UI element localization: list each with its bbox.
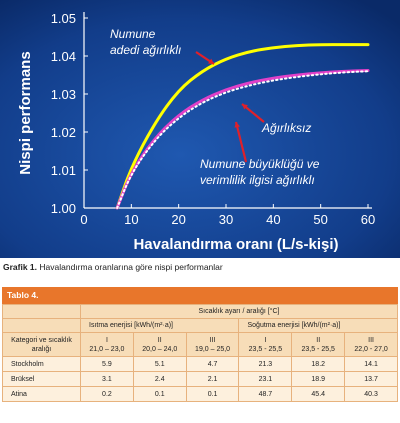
- chart-panel: 0 10 20 30 40 50 60 1.00 1.01 1.02 1.03 1.04 1.05 Hav…: [0, 0, 400, 258]
- table-cell: 48.7: [238, 386, 293, 402]
- x-tick-label: 40: [266, 212, 280, 227]
- category-range: 20,0 – 24,0: [142, 345, 178, 353]
- table-cell: 13.7: [344, 371, 398, 387]
- figure-caption: Grafik 1. Havalandırma oranlarına göre n…: [3, 262, 397, 272]
- header-category-range: II 20,0 – 24,0: [132, 332, 187, 357]
- category-roman: II: [157, 336, 162, 344]
- table-grid: Sıcaklık ayarı / aralığı [°C] Isıtma ene…: [2, 304, 398, 402]
- series-line-3: [116, 70, 369, 209]
- category-roman: I: [264, 336, 267, 344]
- y-tick-label: 1.00: [51, 201, 76, 216]
- header-category: Kategori ve sıcaklık aralığı: [2, 332, 81, 357]
- caption-text: Havalandırma oranlarına göre nispi perfo…: [39, 262, 223, 272]
- annotation-label: Ağırlıksız: [261, 121, 311, 135]
- table-row: Atina 0.2 0.1 0.1 48.7 45.4 40.3: [2, 386, 398, 402]
- y-axis-label: Nispi performans: [17, 51, 34, 174]
- table-cell: 23.1: [238, 371, 293, 387]
- table-row: Brüksel 3.1 2.4 2.1 23.1 18.9 13.7: [2, 371, 398, 387]
- x-tick-label: 10: [124, 212, 138, 227]
- table-row: Stockholm 5.9 5.1 4.7 21.3 18.2 14.1: [2, 356, 398, 372]
- table-header-row: Isıtma enerjisi [kWh/(m²·a)] Soğutma ene…: [2, 318, 398, 333]
- category-range: 19,0 – 25,0: [195, 345, 231, 353]
- table-cell: 0.1: [132, 386, 187, 402]
- table-header-row: Kategori ve sıcaklık aralığı I 21,0 – 23,…: [2, 332, 398, 357]
- header-empty: [2, 318, 81, 333]
- category-range: 21,0 – 23,0: [89, 345, 125, 353]
- x-tick-label: 20: [171, 212, 185, 227]
- pointer-arrowhead: [208, 58, 214, 64]
- header-cooling: Soğutma enerjisi [kWh/(m²·a)]: [238, 318, 398, 333]
- row-city: Atina: [2, 386, 81, 402]
- chart: 0 10 20 30 40 50 60 1.00 1.01 1.02 1.03 1.04 1.05 Hav…: [0, 0, 400, 258]
- y-tick-label: 1.05: [51, 11, 76, 26]
- table-cell: 18.9: [291, 371, 346, 387]
- category-roman: III: [209, 336, 216, 344]
- annotation-label: adedi ağırlıklı: [110, 43, 181, 57]
- header-category-range: III 19,0 – 25,0: [185, 332, 240, 357]
- table-cell: 5.1: [132, 356, 187, 372]
- x-axis-label: Havalandırma oranı (L/s-kişi): [133, 236, 338, 253]
- category-roman: II: [316, 336, 321, 344]
- annotation-label: Numune: [110, 27, 156, 41]
- pointer-arrowhead: [242, 104, 248, 110]
- header-temp: Sıcaklık ayarı / aralığı [°C]: [80, 304, 398, 319]
- table-cell: 2.4: [132, 371, 187, 387]
- table-cell: 45.4: [291, 386, 346, 402]
- x-tick-label: 30: [219, 212, 233, 227]
- x-tick-label: 0: [80, 212, 87, 227]
- table-cell: 0.1: [185, 386, 240, 402]
- table-cell: 18.2: [291, 356, 346, 372]
- chart-background: [0, 0, 400, 258]
- header-category-range: I 23,5 - 25,5: [238, 332, 293, 357]
- caption-label: Grafik 1.: [3, 262, 38, 272]
- table-cell: 0.2: [80, 386, 134, 402]
- pointer-arrow: [234, 121, 248, 163]
- y-tick-label: 1.01: [51, 163, 76, 178]
- row-city: Brüksel: [2, 371, 81, 387]
- category-range: 23,5 - 25,5: [301, 345, 335, 353]
- annotation-label: Numune büyüklüğü ve: [200, 157, 320, 171]
- header-category-range: I 21,0 – 23,0: [80, 332, 134, 357]
- header-heating: Isıtma enerjisi [kWh/(m²·a)]: [79, 318, 240, 333]
- row-city: Stockholm: [2, 356, 81, 372]
- table-cell: 40.3: [344, 386, 398, 402]
- table-cell: 14.1: [344, 356, 398, 372]
- x-tick-label: 50: [313, 212, 327, 227]
- header-category-range: II 23,5 - 25,5: [291, 332, 346, 357]
- table-cell: 4.7: [185, 356, 240, 372]
- series-line-2: [115, 68, 370, 210]
- category-range: 23,5 - 25,5: [248, 345, 283, 353]
- y-tick-label: 1.02: [51, 125, 76, 140]
- y-tick-label: 1.04: [51, 49, 76, 64]
- y-tick-label: 1.03: [51, 87, 76, 102]
- table-header-row: Sıcaklık ayarı / aralığı [°C]: [2, 304, 398, 319]
- x-tick-label: 60: [361, 212, 375, 227]
- table-cell: 3.1: [80, 371, 134, 387]
- data-table: Tablo 4. Sıcaklık ayarı / aralığı [°C] I…: [2, 287, 398, 402]
- series-line-1: [115, 43, 370, 210]
- category-roman: III: [368, 336, 374, 344]
- pointer-arrowhead: [234, 122, 241, 128]
- header-category-range: III 22,0 - 27,0: [344, 332, 398, 357]
- table-title: Tablo 4.: [2, 287, 398, 304]
- table-cell: 5.9: [80, 356, 134, 372]
- category-roman: I: [105, 336, 108, 344]
- table-cell: 21.3: [238, 356, 293, 372]
- header-empty: [2, 304, 81, 319]
- annotation-label: verimlilik ilgisi ağırlıklı: [200, 173, 315, 187]
- table-cell: 2.1: [185, 371, 240, 387]
- category-range: 22,0 - 27,0: [354, 345, 388, 353]
